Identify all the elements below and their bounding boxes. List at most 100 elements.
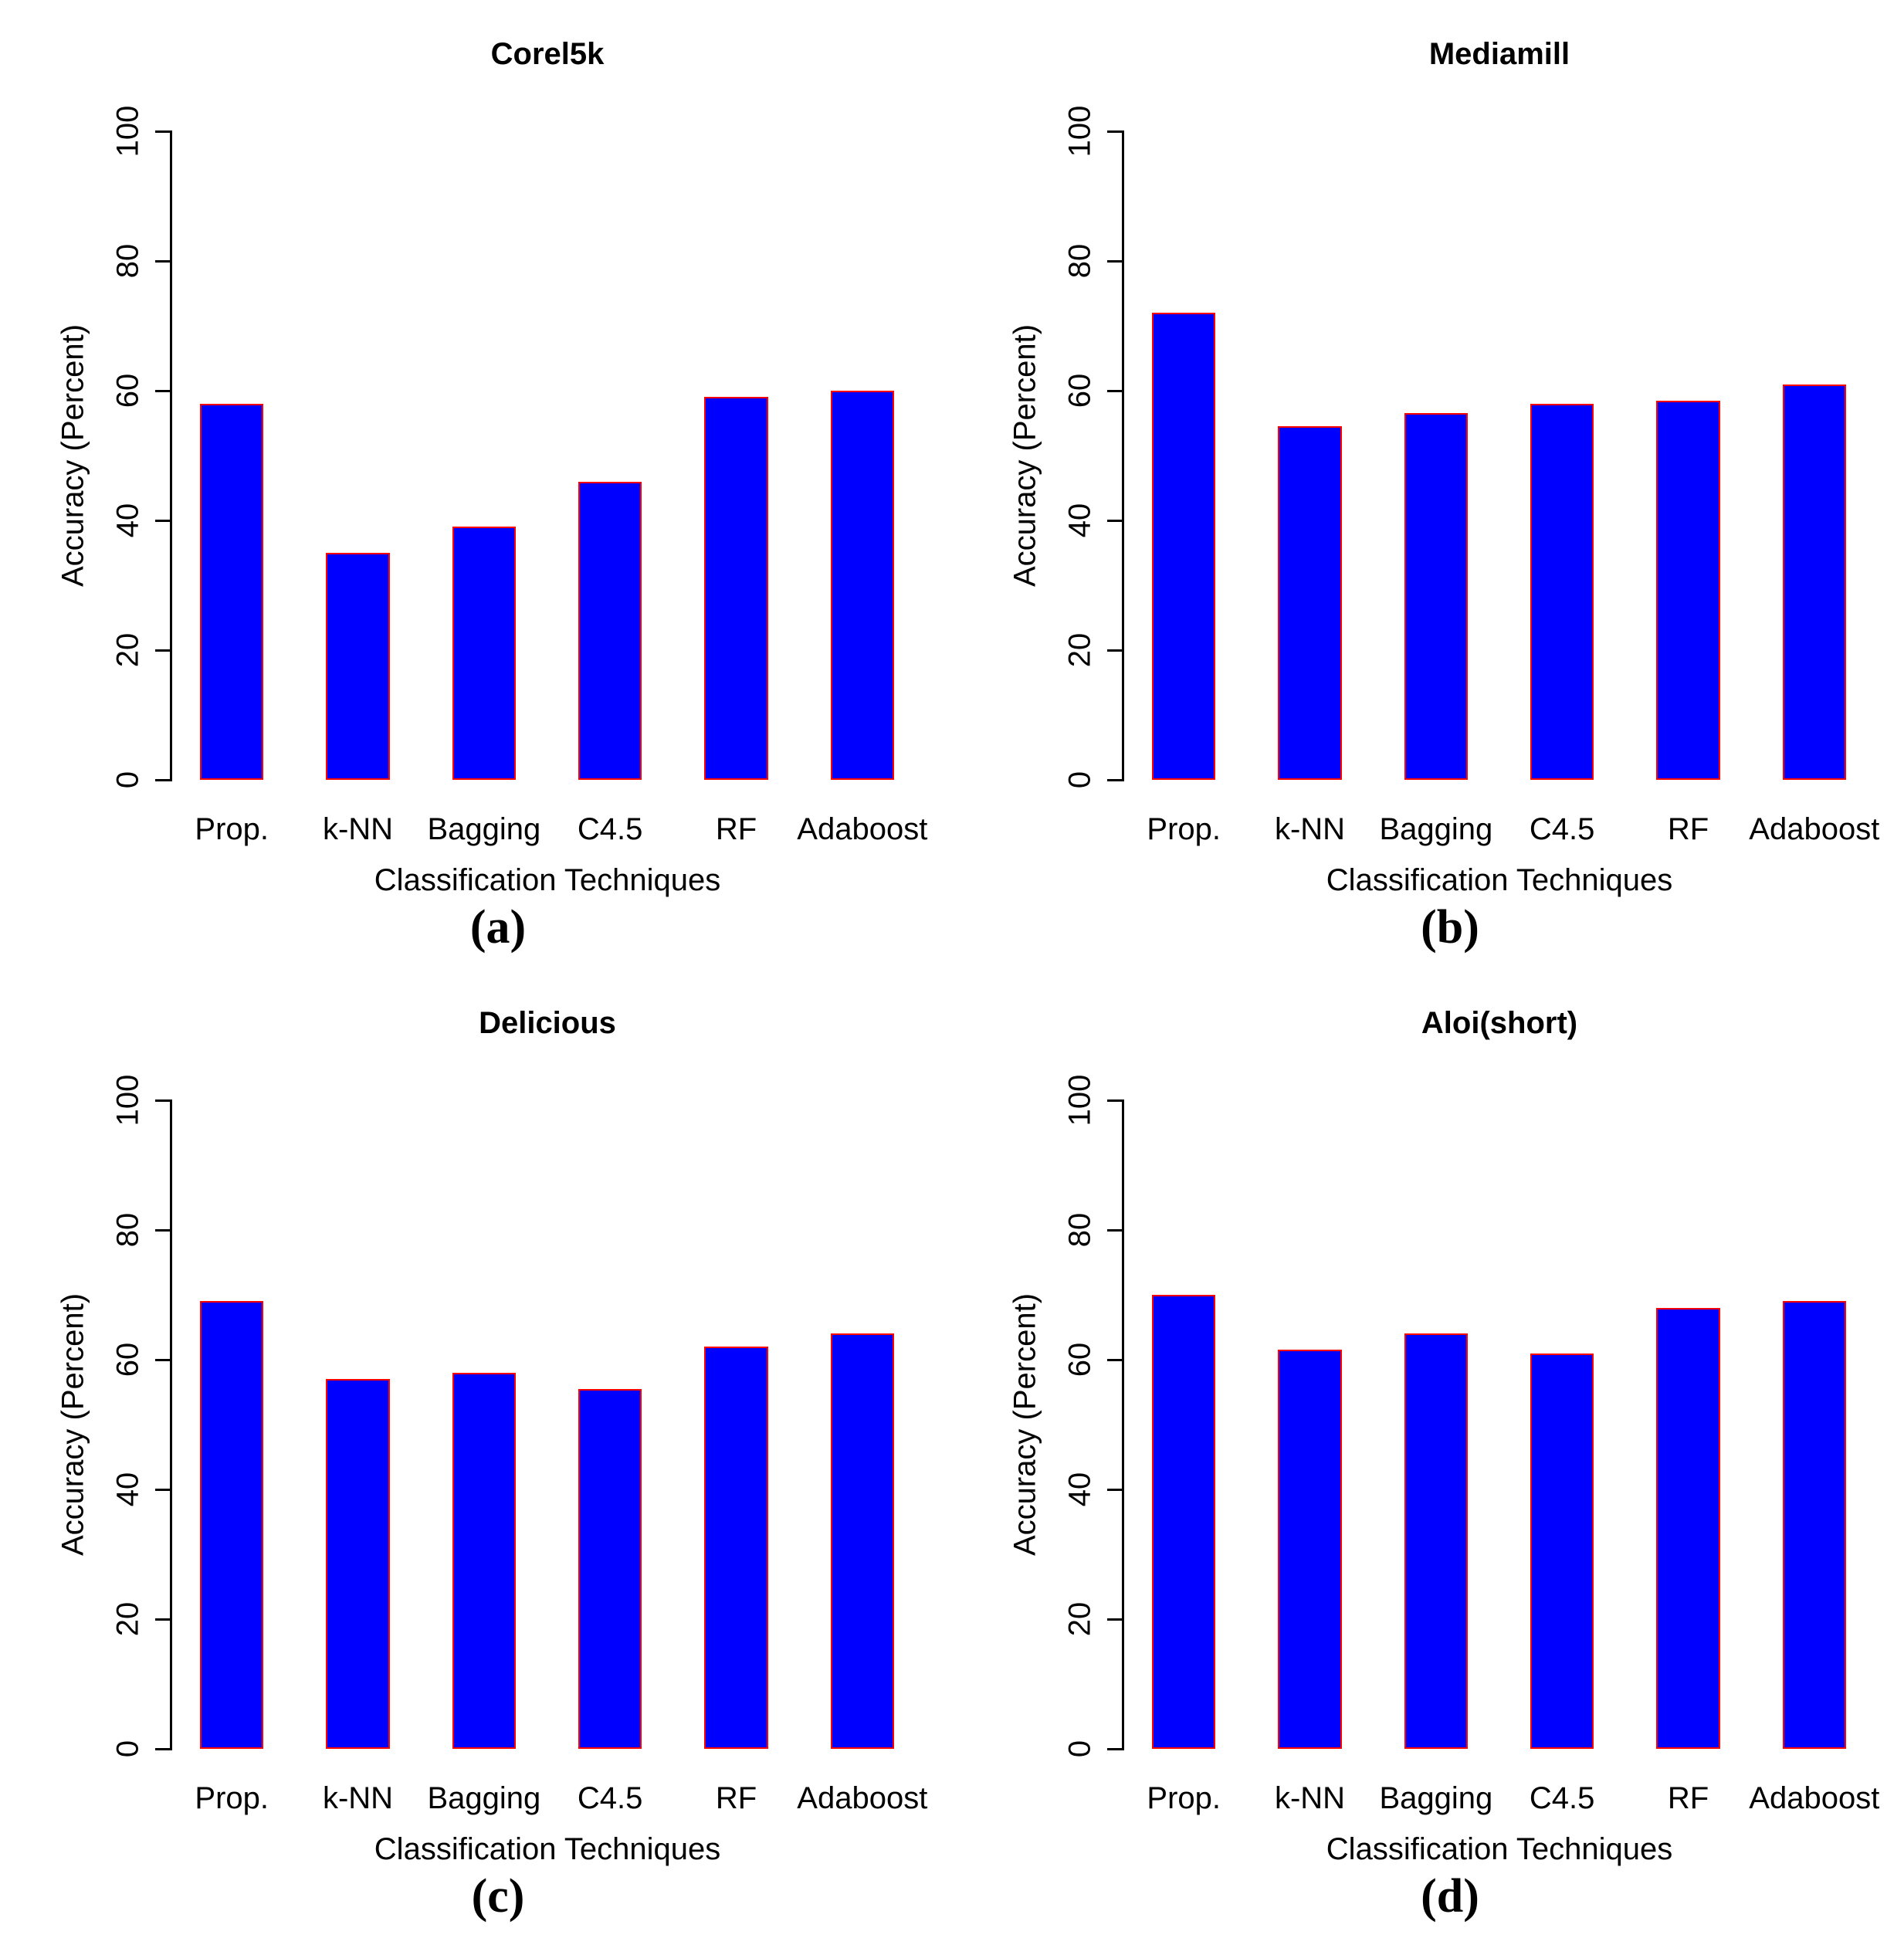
y-tick-label: 100 bbox=[1062, 1074, 1097, 1127]
y-tick-label: 40 bbox=[110, 503, 145, 538]
y-tick-label: 40 bbox=[1062, 503, 1097, 538]
y-tick-label: 100 bbox=[1062, 105, 1097, 158]
bar bbox=[200, 1301, 264, 1749]
x-category-label: k-NN bbox=[1274, 812, 1346, 846]
x-category-label: C4.5 bbox=[1529, 812, 1595, 846]
x-category-label: Adaboost bbox=[797, 812, 928, 846]
subplot-label: (a) bbox=[469, 901, 527, 954]
x-category-labels: Prop. k-NN Bagging C4.5 RF Adaboost bbox=[1122, 1781, 1880, 1824]
y-tick-mark bbox=[155, 649, 170, 652]
chart-panel-d: Aloi(short) Accuracy (Percent) 0 20 40 60 80… bbox=[952, 969, 1904, 1938]
y-tick-mark bbox=[1107, 259, 1122, 263]
y-tick-label: 20 bbox=[1062, 632, 1097, 668]
y-axis-line bbox=[170, 130, 172, 781]
y-tick-label: 20 bbox=[110, 1601, 145, 1637]
y-tick-mark bbox=[1107, 130, 1122, 133]
y-tick-mark bbox=[1107, 519, 1122, 522]
bar bbox=[704, 1347, 768, 1749]
chart-panel-b: Mediamill Accuracy (Percent) 0 20 40 60 80 10… bbox=[952, 0, 1904, 969]
y-tick-mark bbox=[1107, 389, 1122, 392]
y-tick-mark bbox=[155, 1358, 170, 1361]
x-category-label: k-NN bbox=[322, 1781, 394, 1815]
x-category-label: RF bbox=[1667, 812, 1709, 846]
y-tick-label: 80 bbox=[110, 243, 145, 279]
y-tick-label: 40 bbox=[110, 1472, 145, 1507]
y-tick-label: 60 bbox=[1062, 1342, 1097, 1377]
y-tick-label: 60 bbox=[110, 373, 145, 408]
x-category-label: Bagging bbox=[427, 812, 541, 846]
y-tick-label: 0 bbox=[110, 771, 145, 789]
bar bbox=[830, 391, 894, 780]
x-category-label: k-NN bbox=[1274, 1781, 1346, 1815]
x-category-label: Prop. bbox=[1147, 812, 1221, 846]
subplot-label: (d) bbox=[1421, 1870, 1479, 1923]
x-category-label: C4.5 bbox=[1529, 1781, 1595, 1815]
y-axis-title: Accuracy (Percent) bbox=[1008, 1293, 1042, 1557]
y-tick-label: 80 bbox=[1062, 1212, 1097, 1248]
x-category-label: C4.5 bbox=[577, 812, 643, 846]
x-category-label: Adaboost bbox=[1749, 1781, 1880, 1815]
chart-panel-c: Delicious Accuracy (Percent) 0 20 40 60 80 10… bbox=[0, 969, 952, 1938]
x-category-label: RF bbox=[715, 812, 757, 846]
x-category-label: Bagging bbox=[1379, 1781, 1493, 1815]
y-tick-mark bbox=[155, 389, 170, 392]
bar bbox=[326, 1379, 390, 1749]
x-category-label: k-NN bbox=[322, 812, 394, 846]
y-axis-line bbox=[170, 1099, 172, 1750]
y-tick-label: 40 bbox=[1062, 1472, 1097, 1507]
bar bbox=[200, 403, 264, 780]
plot-area: 0 20 40 60 80 100 bbox=[111, 106, 925, 788]
plot-area: 0 20 40 60 80 100 bbox=[1063, 1075, 1877, 1757]
x-category-label: RF bbox=[1667, 1781, 1709, 1815]
y-tick-mark bbox=[155, 1488, 170, 1491]
x-axis-title: Classification Techniques bbox=[1326, 1832, 1673, 1866]
x-category-label: Prop. bbox=[195, 1781, 269, 1815]
x-category-labels: Prop. k-NN Bagging C4.5 RF Adaboost bbox=[1122, 812, 1880, 855]
y-tick-mark bbox=[1107, 1358, 1122, 1361]
bar bbox=[830, 1333, 894, 1749]
y-tick-mark bbox=[155, 1099, 170, 1102]
y-axis-title: Accuracy (Percent) bbox=[56, 1293, 90, 1557]
chart-title: Delicious bbox=[479, 1006, 616, 1040]
y-tick-label: 20 bbox=[110, 632, 145, 668]
bar bbox=[1404, 413, 1468, 780]
y-tick-label: 100 bbox=[110, 105, 145, 158]
y-tick-mark bbox=[155, 1228, 170, 1232]
y-tick-mark bbox=[1107, 1488, 1122, 1491]
plot-area: 0 20 40 60 80 100 bbox=[1063, 106, 1877, 788]
x-category-label: Bagging bbox=[427, 1781, 541, 1815]
x-category-label: Adaboost bbox=[1749, 812, 1880, 846]
y-tick-label: 0 bbox=[1062, 771, 1097, 789]
y-tick-mark bbox=[1107, 1228, 1122, 1232]
bar bbox=[1530, 403, 1594, 780]
chart-title: Corel5k bbox=[490, 37, 605, 71]
bar bbox=[704, 397, 768, 780]
y-tick-label: 0 bbox=[110, 1740, 145, 1758]
y-axis-title: Accuracy (Percent) bbox=[56, 324, 90, 588]
x-category-labels: Prop. k-NN Bagging C4.5 RF Adaboost bbox=[170, 812, 928, 855]
x-category-label: C4.5 bbox=[577, 1781, 643, 1815]
x-axis-title: Classification Techniques bbox=[374, 1832, 721, 1866]
chart-title: Aloi(short) bbox=[1421, 1006, 1578, 1040]
subplot-label: (b) bbox=[1421, 901, 1479, 954]
bar bbox=[1782, 1301, 1846, 1749]
x-category-labels: Prop. k-NN Bagging C4.5 RF Adaboost bbox=[170, 1781, 927, 1824]
bar bbox=[326, 553, 390, 780]
x-axis-title: Classification Techniques bbox=[374, 863, 721, 897]
bar bbox=[1656, 1307, 1720, 1749]
chart-panel-a: Corel5k Accuracy (Percent) 0 20 40 60 80 100 … bbox=[0, 0, 952, 969]
x-category-label: Prop. bbox=[1147, 1781, 1221, 1815]
x-category-label: Bagging bbox=[1379, 812, 1493, 846]
y-tick-label: 80 bbox=[110, 1212, 145, 1248]
y-tick-label: 60 bbox=[1062, 373, 1097, 408]
x-category-label: RF bbox=[715, 1781, 757, 1815]
y-tick-mark bbox=[155, 778, 170, 781]
y-tick-label: 60 bbox=[110, 1342, 145, 1377]
y-tick-mark bbox=[155, 1618, 170, 1621]
y-tick-mark bbox=[1107, 1618, 1122, 1621]
bar bbox=[1152, 313, 1216, 780]
y-tick-mark bbox=[1107, 1747, 1122, 1750]
y-tick-label: 0 bbox=[1062, 1740, 1097, 1758]
bar bbox=[1656, 400, 1720, 780]
y-tick-mark bbox=[155, 259, 170, 263]
